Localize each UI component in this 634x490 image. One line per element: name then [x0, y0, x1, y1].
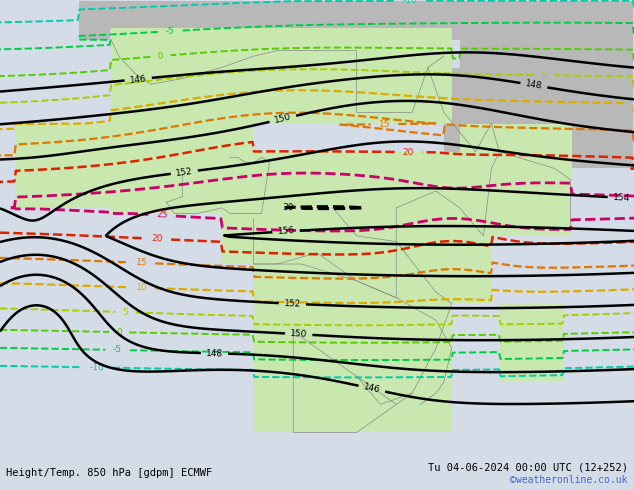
Text: 15: 15: [378, 120, 391, 129]
Text: 152: 152: [175, 167, 193, 178]
Text: 5: 5: [541, 71, 547, 80]
Text: Tu 04-06-2024 00:00 UTC (12+252): Tu 04-06-2024 00:00 UTC (12+252): [428, 463, 628, 473]
Text: 150: 150: [273, 112, 292, 125]
Text: 10: 10: [136, 283, 147, 293]
Text: 154: 154: [612, 193, 630, 203]
Text: 20: 20: [152, 234, 163, 244]
Text: 146: 146: [129, 74, 147, 85]
Text: -10: -10: [403, 0, 417, 5]
Text: 30: 30: [281, 203, 294, 213]
Text: 25: 25: [156, 210, 168, 220]
Text: 150: 150: [290, 329, 307, 339]
Text: 152: 152: [283, 299, 301, 309]
Text: 0: 0: [157, 51, 164, 61]
Text: Height/Temp. 850 hPa [gdpm] ECMWF: Height/Temp. 850 hPa [gdpm] ECMWF: [6, 468, 212, 478]
Text: 156: 156: [277, 226, 295, 237]
Text: 5: 5: [122, 308, 129, 317]
Text: 148: 148: [525, 79, 543, 91]
Text: 148: 148: [206, 348, 223, 358]
Text: 146: 146: [363, 382, 381, 395]
Text: -10: -10: [89, 363, 105, 372]
Text: 0: 0: [116, 328, 122, 337]
Text: 20: 20: [403, 147, 414, 157]
Text: 15: 15: [136, 258, 147, 268]
Text: -5: -5: [165, 26, 175, 36]
Text: 10: 10: [627, 102, 634, 115]
Text: -5: -5: [113, 345, 122, 355]
Text: ©weatheronline.co.uk: ©weatheronline.co.uk: [510, 475, 628, 485]
